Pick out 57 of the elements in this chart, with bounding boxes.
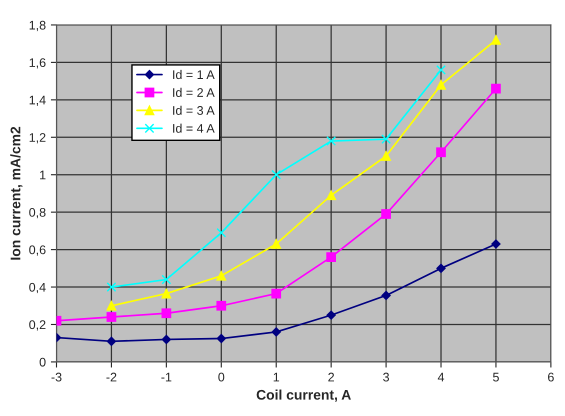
x-tick-label: 5	[492, 372, 499, 382]
x-tick-label: 1	[274, 372, 280, 382]
x-tick-label: -3	[52, 372, 62, 382]
point	[271, 170, 282, 180]
point	[162, 288, 172, 298]
point	[381, 151, 391, 161]
y-axis-title: Ion current, mA/cm2	[10, 126, 22, 260]
point	[216, 270, 226, 281]
point	[381, 290, 391, 300]
legend-label: Id = 1 A	[173, 70, 215, 80]
x-tick-label: 0	[218, 372, 224, 382]
y-tick-label: 0,4	[29, 282, 46, 294]
point	[436, 264, 446, 273]
y-tick-label: 0,2	[29, 320, 46, 331]
point	[106, 282, 116, 292]
x-tick-label: 3	[383, 372, 390, 382]
point	[436, 80, 446, 90]
point	[216, 300, 226, 311]
point	[326, 190, 336, 200]
legend-label: Id = 3 A	[173, 106, 215, 115]
x-tick-label: 2	[328, 372, 334, 382]
point	[106, 312, 116, 322]
x-tick-label: -1	[161, 372, 172, 382]
point	[436, 65, 446, 75]
point	[381, 209, 391, 219]
y-tick-label: 1,6	[30, 58, 46, 69]
y-tick-label: 1	[40, 170, 46, 180]
point	[271, 239, 282, 249]
legend-label: Id = 4 A	[173, 124, 215, 133]
legend-label: Id = 2 A	[173, 88, 215, 97]
point	[326, 136, 336, 146]
x-tick-label: 6	[548, 372, 554, 382]
point	[491, 35, 501, 45]
point	[381, 134, 391, 144]
point	[106, 336, 116, 346]
y-tick-label: 0,6	[29, 245, 46, 256]
point	[326, 310, 336, 320]
x-tick-label: 4	[438, 372, 444, 382]
point	[162, 274, 172, 284]
point	[491, 84, 501, 94]
y-tick-label: 0	[40, 358, 46, 367]
point	[162, 308, 172, 318]
y-tick-label: 1,4	[30, 96, 46, 106]
y-tick-label: 1,8	[30, 20, 46, 32]
point	[216, 228, 226, 238]
point	[216, 334, 226, 344]
y-tick-label: 1,2	[30, 133, 46, 144]
point	[271, 288, 282, 298]
point	[491, 239, 501, 249]
point	[272, 327, 281, 337]
x-tick-label: -2	[106, 372, 116, 382]
x-axis-title: Coil current, A	[256, 390, 351, 402]
point	[326, 252, 336, 262]
point	[106, 300, 116, 311]
point	[162, 334, 171, 344]
point	[436, 147, 446, 158]
y-tick-label: 0,8	[29, 208, 46, 218]
